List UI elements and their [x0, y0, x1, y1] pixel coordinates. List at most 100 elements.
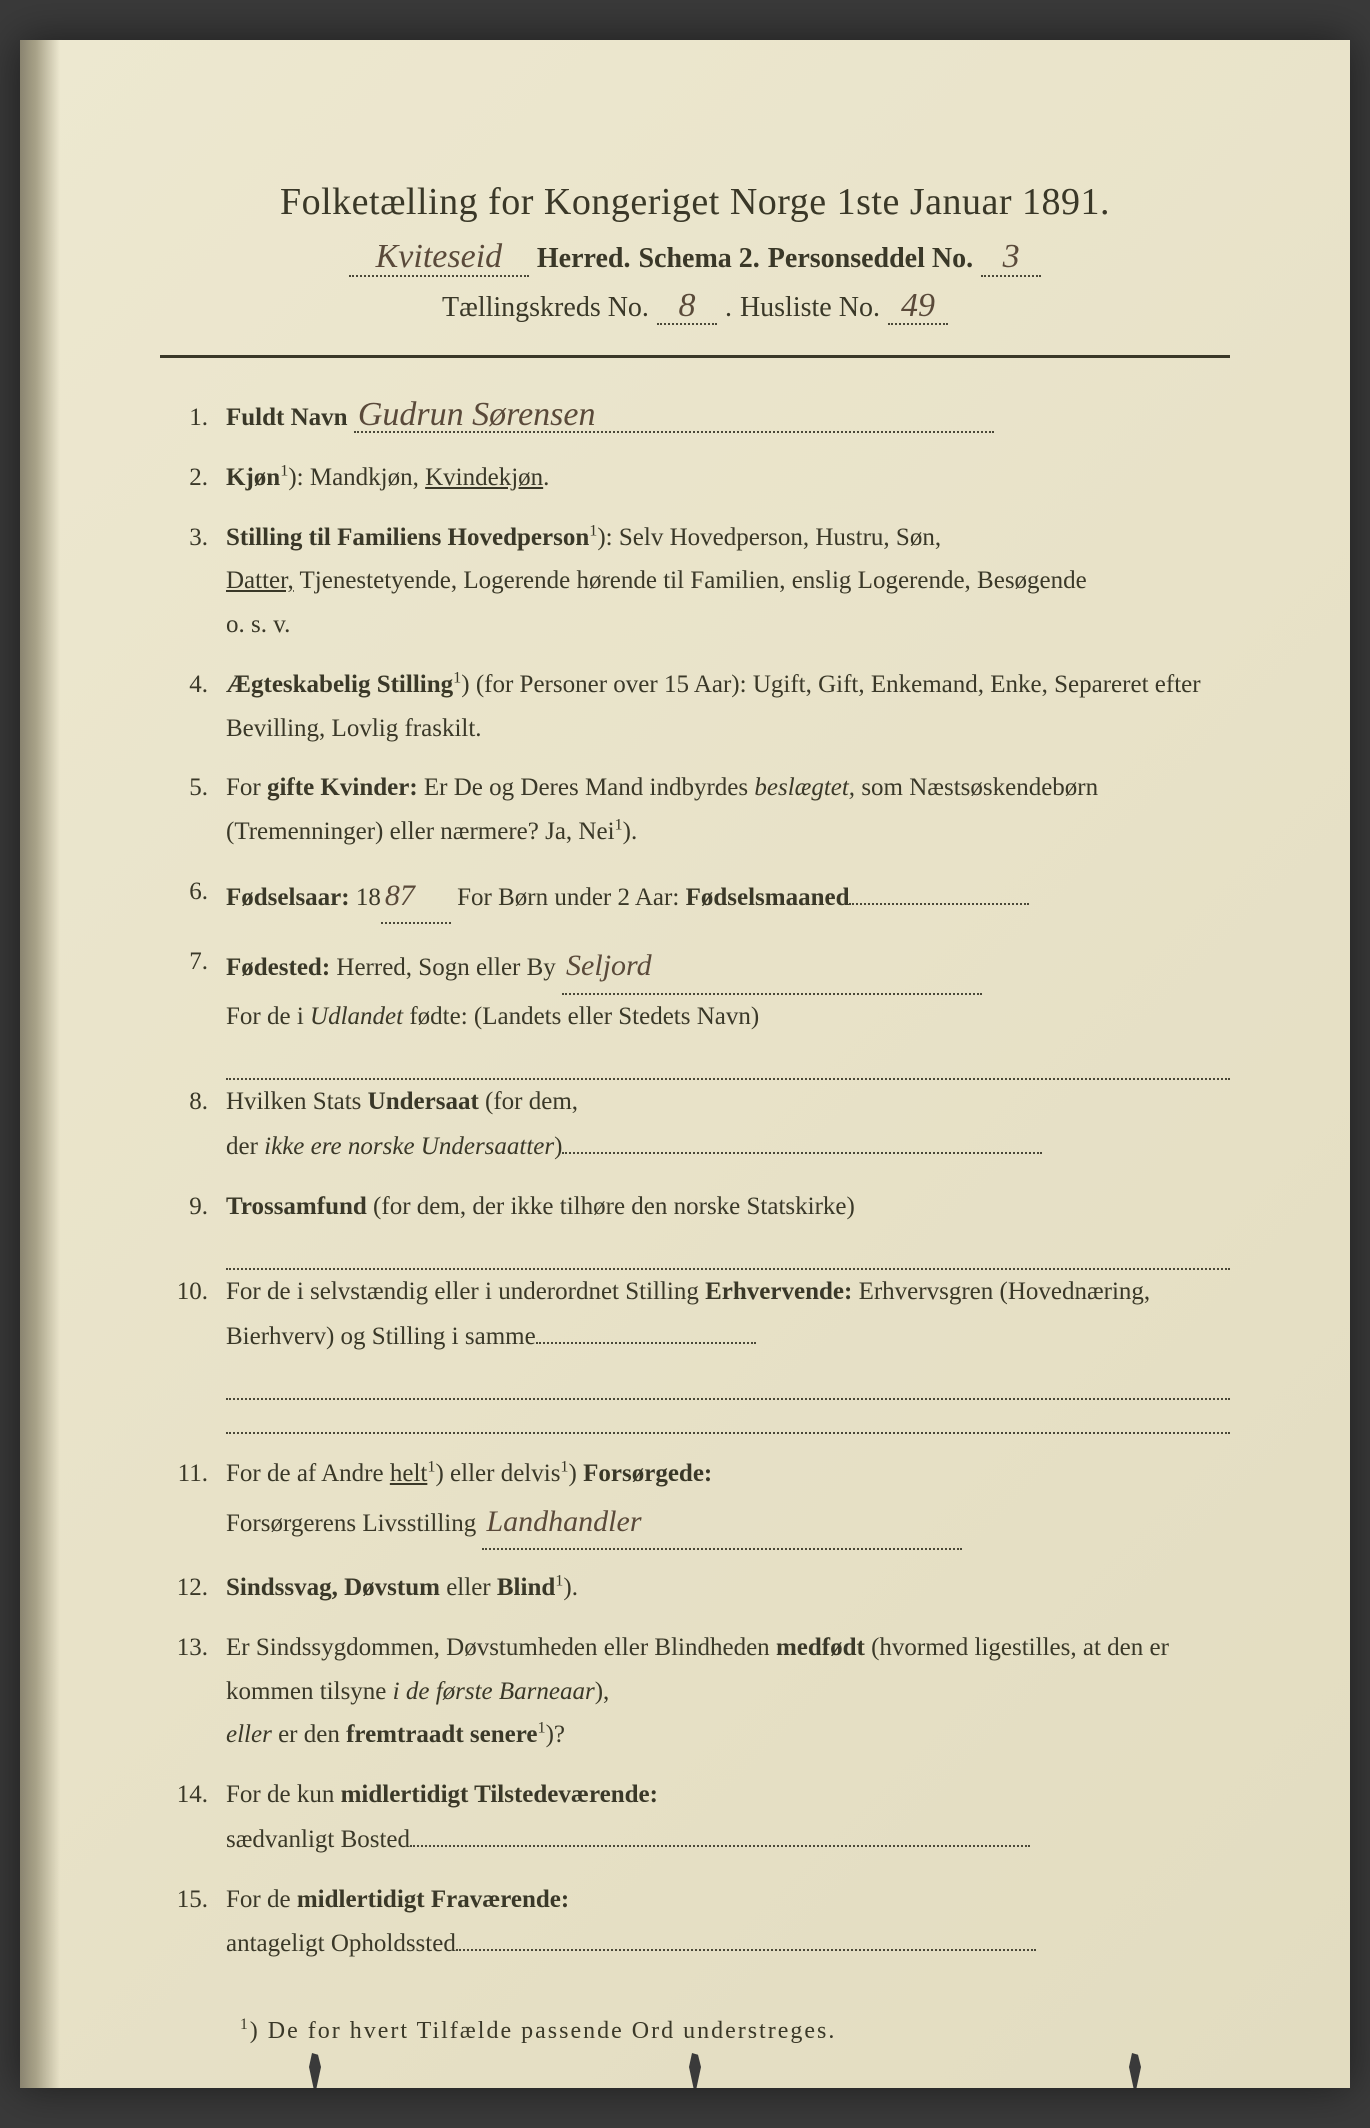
field-label: Fuldt Navn [226, 404, 348, 431]
field-label: Fødselsaar: [226, 884, 350, 911]
main-title: Folketælling for Kongeriget Norge 1ste J… [160, 180, 1230, 224]
blank-line [226, 1375, 1230, 1401]
year-value: 87 [385, 870, 415, 923]
row-4: 4. Ægteskabelig Stilling1) (for Personer… [170, 663, 1230, 751]
kreds-label: Tællingskreds No. [442, 292, 649, 324]
row-num: 4. [170, 663, 226, 707]
year-prefix: 18 [356, 884, 381, 911]
field-label: Fødested: [226, 954, 330, 981]
husliste-label: Husliste No. [740, 292, 880, 324]
birthplace-value: Seljord [566, 940, 652, 993]
field-text: antageligt Opholdssted [226, 1930, 456, 1957]
name-value: Gudrun Sørensen [358, 400, 596, 431]
field-text: Er De og Deres Mand indbyrdes [418, 774, 755, 801]
row-8: 8. Hvilken Stats Undersaat (for dem, der… [170, 1080, 1230, 1169]
field-text: (for dem, der ikke tilhøre den norske St… [367, 1193, 855, 1220]
row-5: 5. For gifte Kvinder: Er De og Deres Man… [170, 766, 1230, 854]
field-text: ): Selv Hovedperson, Hustru, Søn, [597, 524, 941, 551]
footnote-ref: 1 [537, 1719, 545, 1737]
field-label: Forsørgede: [583, 1460, 712, 1487]
herred-label: Herred. [537, 243, 631, 275]
field-label: fremtraadt senere [346, 1721, 537, 1748]
field-label: midlertidigt Tilstedeværende: [341, 1781, 658, 1808]
field-label: Trossamfund [226, 1193, 367, 1220]
field-text: ): Mandkjøn, [288, 464, 425, 491]
footnote-ref: 1 [560, 1457, 568, 1475]
row-num: 1. [170, 396, 226, 440]
herred-value: Kviteseid [349, 242, 529, 277]
row-14: 14. For de kun midlertidigt Tilstedevære… [170, 1773, 1230, 1862]
field-text-italic: Udlandet [310, 1003, 403, 1030]
row-3: 3. Stilling til Familiens Hovedperson1):… [170, 516, 1230, 647]
footnote-marker: 1 [240, 2016, 250, 2033]
form-header: Folketælling for Kongeriget Norge 1ste J… [160, 180, 1230, 325]
selected-option: Datter, [226, 567, 294, 594]
field-text: fødte: (Landets eller Stedets Navn) [403, 1003, 759, 1030]
personseddel-no: 3 [981, 242, 1041, 277]
husliste-no: 49 [888, 291, 948, 326]
row-num: 8. [170, 1080, 226, 1124]
blank-field [849, 875, 1029, 905]
field-label: Stilling til Familiens Hovedperson [226, 524, 589, 551]
field-label: Ægteskabelig Stilling [226, 671, 453, 698]
selected-option: helt [390, 1460, 428, 1487]
kreds-no: 8 [657, 291, 717, 326]
footnote-ref: 1 [615, 816, 623, 834]
blank-field [536, 1314, 756, 1344]
row-num: 13. [170, 1626, 226, 1670]
footnote: 1) De for hvert Tilfælde passende Ord un… [160, 2016, 1230, 2045]
row-num: 10. [170, 1270, 226, 1314]
paper-tear [1120, 2053, 1150, 2088]
footnote-text: ) De for hvert Tilfælde passende Ord und… [250, 2018, 837, 2044]
field-text: sædvanligt Bosted [226, 1826, 410, 1853]
kreds-line: Tællingskreds No. 8 . Husliste No. 49 [160, 291, 1230, 326]
row-2: 2. Kjøn1): Mandkjøn, Kvindekjøn. [170, 456, 1230, 500]
blank-field [562, 1124, 1042, 1154]
row-10: 10. For de i selvstændig eller i underor… [170, 1270, 1230, 1359]
row-num: 2. [170, 456, 226, 500]
blank-line [226, 1245, 1230, 1271]
field-label: Fødselsmaaned [686, 884, 850, 911]
blank-line [226, 1408, 1230, 1434]
field-label: midlertidigt Fraværende: [297, 1886, 569, 1913]
field-label: Sindssvag, Døvstum [226, 1574, 440, 1601]
field-label: Kjøn [226, 464, 280, 491]
row-num: 15. [170, 1878, 226, 1922]
field-text: Forsørgerens Livsstilling [226, 1510, 476, 1537]
paper-tear [300, 2053, 330, 2088]
blank-line [226, 1055, 1230, 1081]
blank-field [410, 1817, 1030, 1847]
row-num: 3. [170, 516, 226, 560]
census-form-page: Folketælling for Kongeriget Norge 1ste J… [20, 40, 1350, 2088]
row-num: 5. [170, 766, 226, 810]
field-text-italic: i de første Barneaar [393, 1678, 595, 1705]
row-num: 6. [170, 870, 226, 914]
field-label: gifte Kvinder: [267, 774, 418, 801]
field-text-italic: eller [226, 1721, 272, 1748]
selected-option: Kvindekjøn [425, 464, 543, 491]
field-label: Blind [497, 1574, 555, 1601]
row-num: 12. [170, 1566, 226, 1610]
field-text: Herred, Sogn eller By [330, 954, 556, 981]
row-7: 7. Fødested: Herred, Sogn eller By Seljo… [170, 940, 1230, 1038]
field-text: Tjenestetyende, Logerende hørende til Fa… [294, 567, 1087, 594]
row-6: 6. Fødselsaar: 1887 For Børn under 2 Aar… [170, 870, 1230, 925]
provider-value: Landhandler [486, 1496, 641, 1549]
paper-tear [680, 2053, 710, 2088]
field-text: For Børn under 2 Aar: [457, 884, 685, 911]
field-label: Undersaat [368, 1088, 479, 1115]
field-text: (for dem, [479, 1088, 578, 1115]
herred-line: Kviteseid Herred. Schema 2. Personseddel… [160, 242, 1230, 277]
header-rule [160, 355, 1230, 358]
field-text-italic: beslægtet, [754, 774, 855, 801]
row-15: 15. For de midlertidigt Fraværende: anta… [170, 1878, 1230, 1967]
row-num: 14. [170, 1773, 226, 1817]
field-label: Erhvervende: [705, 1278, 852, 1305]
field-label: medfødt [776, 1634, 865, 1661]
field-text-italic: ikke ere norske Undersaatter [264, 1133, 554, 1160]
field-text: ) eller delvis [435, 1460, 560, 1487]
personseddel-label: Personseddel No. [768, 243, 973, 275]
row-11: 11. For de af Andre helt1) eller delvis1… [170, 1452, 1230, 1550]
form-body: 1. Fuldt Navn Gudrun Sørensen 2. Kjøn1):… [160, 396, 1230, 1966]
row-12: 12. Sindssvag, Døvstum eller Blind1). [170, 1566, 1230, 1610]
